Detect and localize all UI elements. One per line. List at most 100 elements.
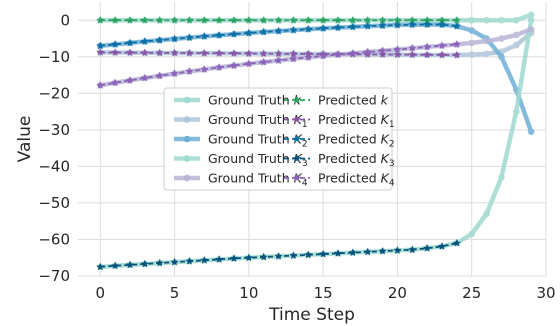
legend-marker bbox=[183, 174, 191, 182]
data-point bbox=[215, 49, 224, 57]
data-point bbox=[126, 260, 134, 269]
data-point bbox=[304, 25, 313, 33]
x-tick-label: 20 bbox=[388, 284, 407, 302]
data-point bbox=[527, 26, 535, 33]
data-point bbox=[438, 16, 446, 24]
legend-label: Predicted k bbox=[318, 93, 389, 108]
data-point bbox=[259, 49, 268, 58]
data-point bbox=[334, 50, 342, 59]
x-tick-label: 0 bbox=[96, 284, 106, 302]
data-point bbox=[244, 253, 253, 262]
data-point bbox=[230, 16, 238, 24]
y-tick-label: −60 bbox=[38, 230, 70, 248]
legend-label: Predicted K3 bbox=[318, 151, 395, 169]
data-point bbox=[378, 246, 387, 255]
data-point bbox=[140, 16, 149, 24]
data-point bbox=[170, 48, 179, 57]
data-point bbox=[423, 50, 432, 59]
data-point bbox=[96, 48, 105, 56]
data-point bbox=[512, 41, 520, 49]
data-point bbox=[259, 57, 268, 66]
data-point bbox=[452, 40, 461, 48]
data-point bbox=[393, 50, 402, 59]
data-point bbox=[140, 48, 149, 57]
data-point bbox=[289, 16, 298, 24]
data-point bbox=[200, 256, 209, 264]
data-point bbox=[259, 16, 268, 24]
legend-marker bbox=[293, 173, 301, 182]
data-point bbox=[185, 257, 194, 265]
data-point bbox=[348, 22, 357, 31]
data-point bbox=[155, 258, 164, 267]
data-point bbox=[111, 40, 120, 48]
data-point bbox=[393, 16, 402, 24]
data-point bbox=[185, 48, 194, 57]
data-point bbox=[230, 61, 238, 69]
data-point bbox=[319, 16, 328, 24]
data-point bbox=[334, 23, 342, 31]
data-point bbox=[230, 49, 238, 57]
data-point bbox=[289, 54, 298, 63]
data-point bbox=[393, 45, 402, 53]
data-point bbox=[468, 27, 476, 34]
legend-label: Predicted K2 bbox=[318, 132, 395, 150]
data-point bbox=[423, 42, 432, 51]
data-point bbox=[378, 50, 387, 58]
data-point bbox=[408, 44, 417, 52]
data-point bbox=[452, 21, 461, 30]
legend-marker bbox=[183, 96, 191, 104]
legend-marker bbox=[293, 95, 301, 104]
data-point bbox=[230, 254, 238, 262]
legend-marker bbox=[293, 115, 301, 123]
data-point bbox=[96, 262, 105, 271]
data-point bbox=[438, 20, 446, 29]
data-point bbox=[259, 27, 268, 36]
data-point bbox=[423, 16, 432, 24]
data-point bbox=[155, 16, 164, 24]
data-point bbox=[393, 246, 402, 254]
y-axis-title: Value bbox=[15, 116, 35, 163]
data-point bbox=[378, 46, 387, 55]
data-point bbox=[527, 16, 535, 24]
data-point bbox=[363, 47, 372, 56]
data-point bbox=[483, 37, 490, 45]
data-point bbox=[438, 50, 446, 59]
data-point bbox=[126, 16, 134, 24]
x-tick-label: 30 bbox=[536, 284, 555, 302]
data-point bbox=[438, 242, 446, 250]
data-point bbox=[200, 65, 209, 73]
data-point bbox=[111, 48, 120, 56]
data-point bbox=[468, 39, 476, 47]
data-point bbox=[140, 259, 149, 268]
data-point bbox=[170, 257, 179, 266]
data-point bbox=[155, 71, 164, 80]
data-point bbox=[408, 50, 417, 59]
data-point bbox=[483, 16, 490, 24]
y-tick-label: −10 bbox=[38, 48, 70, 66]
data-point bbox=[170, 34, 179, 43]
data-point bbox=[140, 73, 149, 82]
data-point bbox=[200, 32, 209, 40]
y-tick-label: −30 bbox=[38, 121, 70, 139]
legend-marker bbox=[293, 134, 301, 143]
x-axis-title: Time Step bbox=[268, 305, 355, 325]
data-point bbox=[319, 249, 328, 258]
data-point bbox=[155, 48, 164, 57]
data-point bbox=[274, 49, 283, 58]
data-point bbox=[274, 252, 283, 260]
data-point bbox=[452, 50, 461, 59]
data-point bbox=[215, 63, 224, 71]
data-point bbox=[452, 16, 461, 24]
data-point bbox=[334, 249, 342, 257]
data-point bbox=[111, 261, 120, 270]
data-point bbox=[111, 78, 120, 87]
data-point bbox=[378, 21, 387, 29]
data-point bbox=[259, 252, 268, 261]
data-point bbox=[215, 31, 224, 39]
data-point bbox=[230, 29, 238, 38]
y-tick-label: 0 bbox=[60, 11, 70, 29]
data-point bbox=[244, 28, 253, 37]
y-tick-label: −40 bbox=[38, 157, 70, 175]
data-point bbox=[408, 245, 417, 254]
data-point bbox=[423, 244, 432, 252]
